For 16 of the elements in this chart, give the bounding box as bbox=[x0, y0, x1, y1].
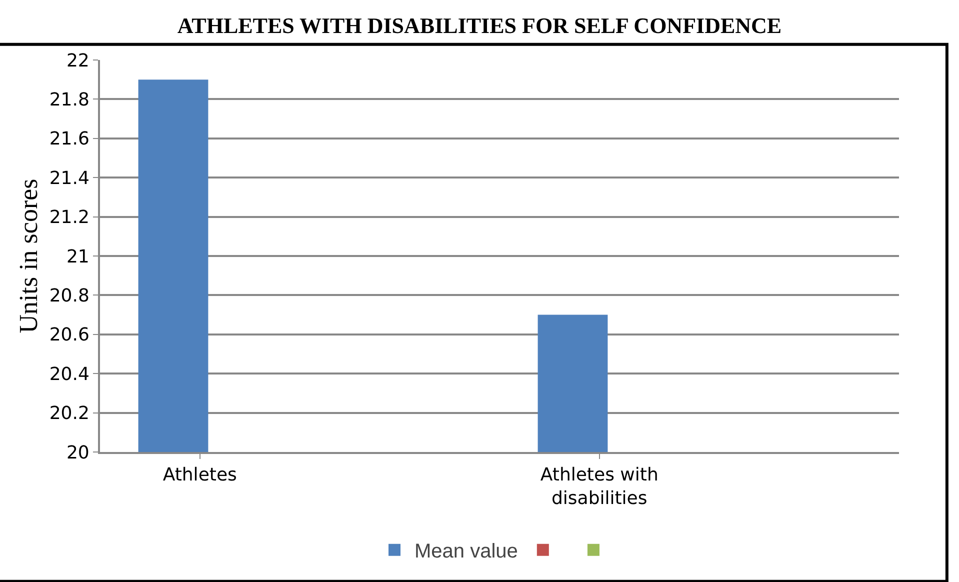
y-tick-label: 21.4 bbox=[49, 168, 90, 189]
x-tick-label: Athletes with disabilities bbox=[540, 464, 658, 509]
y-tick-label: 20.8 bbox=[49, 286, 90, 306]
y-tick-label: 20.4 bbox=[49, 364, 90, 385]
y-tick-label: 21 bbox=[66, 246, 90, 268]
x-tick-label: Athletes bbox=[162, 464, 237, 486]
y-tick-label: 21.8 bbox=[49, 90, 90, 110]
y-tick-label: 20.2 bbox=[49, 403, 90, 424]
y-tick-label: 21.2 bbox=[49, 207, 90, 228]
y-tick-label: 20 bbox=[66, 442, 90, 464]
y-tick-label: 20.6 bbox=[49, 324, 90, 346]
y-tick-label: 21.6 bbox=[49, 128, 90, 150]
chart-title: ATHLETES WITH DISABILITIES FOR SELF CONFIDENCE bbox=[177, 12, 782, 38]
y-tick-label: 22 bbox=[66, 50, 90, 72]
legend-label: Mean value bbox=[414, 540, 518, 563]
y-axis-title: Units in scores bbox=[14, 178, 43, 334]
